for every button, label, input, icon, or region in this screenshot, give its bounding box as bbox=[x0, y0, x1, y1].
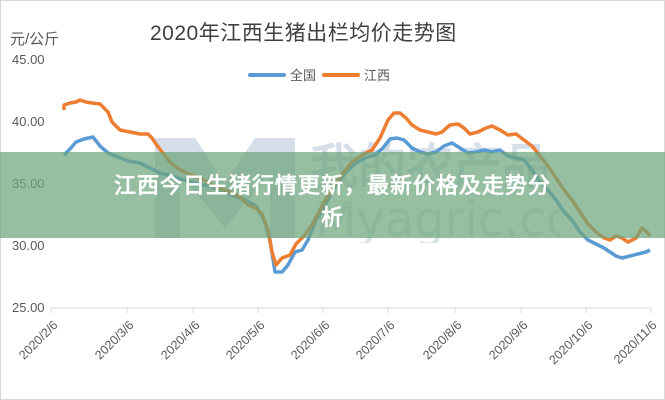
chart-title: 2020年江西生猪出栏均价走势图 bbox=[150, 22, 457, 45]
legend-item-national: 全国 bbox=[248, 65, 316, 84]
legend-swatch-national bbox=[248, 72, 286, 77]
headline-line-1: 江西今日生猪行情更新，最新价格及走势分 bbox=[113, 173, 551, 198]
x-axis-ticks bbox=[50, 308, 652, 313]
legend-swatch-jiangxi bbox=[322, 72, 361, 77]
y-tick-45: 45.00 bbox=[12, 52, 45, 67]
y-tick-30: 30.00 bbox=[12, 238, 45, 253]
y-axis-unit: 元/公斤 bbox=[10, 31, 60, 48]
y-tick-25: 25.00 bbox=[12, 300, 45, 315]
legend-item-jiangxi: 江西 bbox=[322, 65, 390, 84]
chart-legend: 全国 江西 bbox=[248, 65, 396, 84]
legend-label-jiangxi: 江西 bbox=[364, 68, 391, 83]
y-tick-40: 40.00 bbox=[12, 114, 45, 129]
headline-line-2: 析 bbox=[320, 205, 344, 230]
headline-banner bbox=[0, 152, 665, 238]
headline-text: 江西今日生猪行情更新，最新价格及走势分 析 bbox=[0, 170, 665, 234]
legend-label-national: 全国 bbox=[290, 68, 317, 83]
